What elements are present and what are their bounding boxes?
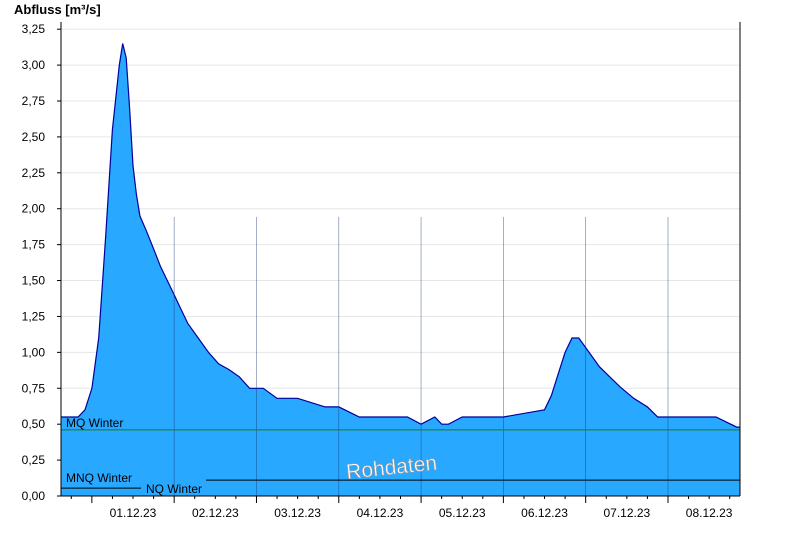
- y-tick-label: 1,75: [22, 238, 46, 252]
- x-tick-label: 05.12.23: [439, 506, 486, 520]
- y-tick-label: 1,00: [22, 345, 46, 359]
- day-separator-lines: [173, 217, 669, 496]
- x-tick-label: 06.12.23: [521, 506, 568, 520]
- x-tick-label: 02.12.23: [192, 506, 239, 520]
- discharge-line: [61, 43, 740, 428]
- y-tick-label: 1,25: [22, 309, 46, 323]
- mnq-winter-label: MNQ Winter: [66, 471, 132, 485]
- y-tick-label: 0,00: [22, 489, 46, 503]
- y-tick-label: 0,50: [22, 417, 46, 431]
- x-tick-label: 07.12.23: [603, 506, 650, 520]
- nq-winter-label: NQ Winter: [146, 482, 202, 496]
- discharge-area: [61, 43, 740, 496]
- y-tick-label: 0,75: [22, 381, 46, 395]
- x-axis-ticks: 01.12.23 02.12.23 03.12.23 04.12.23 05.12.23…: [70, 496, 733, 520]
- mq-winter-label: MQ Winter: [66, 416, 123, 430]
- y-axis-ticks: 0,00 0,25 0,50 0,75 1,00 1,25 1,50 1,75 2,00 2,25…: [22, 22, 61, 503]
- y-tick-label: 3,25: [22, 22, 46, 36]
- y-tick-label: 2,00: [22, 202, 46, 216]
- x-tick-label: 01.12.23: [110, 506, 157, 520]
- y-axis-title: Abfluss [m³/s]: [14, 2, 101, 17]
- x-tick-label: 03.12.23: [274, 506, 321, 520]
- y-tick-label: 2,50: [22, 130, 46, 144]
- y-tick-label: 1,50: [22, 274, 46, 288]
- discharge-fill: [61, 43, 740, 496]
- y-tick-label: 0,25: [22, 453, 46, 467]
- y-tick-label: 2,25: [22, 166, 46, 180]
- y-tick-label: 3,00: [22, 58, 46, 72]
- reference-lines: MQ Winter MNQ Winter NQ Winter: [61, 416, 740, 496]
- x-tick-label: 04.12.23: [357, 506, 404, 520]
- x-tick-label: 08.12.23: [686, 506, 733, 520]
- y-tick-label: 2,75: [22, 94, 46, 108]
